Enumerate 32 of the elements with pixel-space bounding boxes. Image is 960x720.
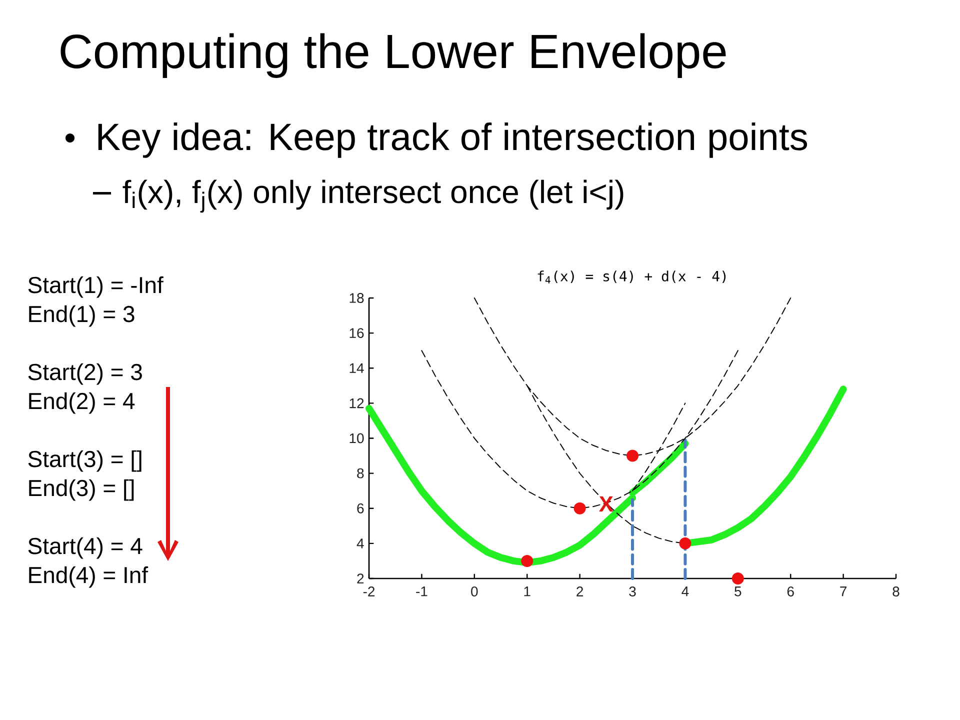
text: End(3) = [] (29, 479, 134, 501)
x-tick-label: 0 (471, 586, 478, 596)
x-tick-label: -2 (363, 586, 375, 596)
text: Start(1) = -Inf (28, 276, 164, 298)
chart-subtitle: f$_{4}$(x) = s(4) + d(x - 4) (538, 270, 726, 284)
y-tick-label: 14 (350, 363, 364, 373)
y-tick-label: 16 (350, 328, 364, 338)
x-tick-label: 8 (892, 586, 900, 596)
x-tick-label: 2 (576, 586, 583, 596)
x-tick-label: 3 (629, 586, 636, 596)
y-tick-label: 2 (357, 574, 364, 584)
text: Start(4) = 4 (28, 537, 142, 559)
y-tick-label: 10 (350, 433, 364, 444)
x-tick-label: 1 (524, 586, 530, 596)
y-tick-label: 12 (350, 398, 364, 408)
x-tick-label: 5 (734, 586, 742, 596)
text: End(1) = 3 (29, 305, 134, 327)
text: f$_{i}$(x), f$_{j}$(x) only intersect once (let i<j) (122, 180, 624, 213)
y-tick-label: 4 (356, 538, 364, 548)
x-tick-label: 6 (787, 586, 794, 596)
text: End(2) = 4 (29, 392, 135, 414)
text: Start(2) = 3 (28, 363, 142, 385)
y-tick-label: 18 (350, 293, 364, 303)
text: End(4) = Inf (29, 566, 148, 588)
x-tick-label: -1 (416, 586, 428, 596)
x-tick-label: 7 (840, 586, 846, 596)
chart-title: Computing the Lower Envelope (60, 33, 726, 78)
text: Key idea: Keep track of intersection points (98, 122, 808, 158)
y-tick-label: 8 (357, 468, 364, 478)
x-tick-label: 4 (682, 586, 689, 596)
y-tick-label: 6 (357, 503, 364, 514)
text: Start(3) = [] (28, 450, 142, 472)
